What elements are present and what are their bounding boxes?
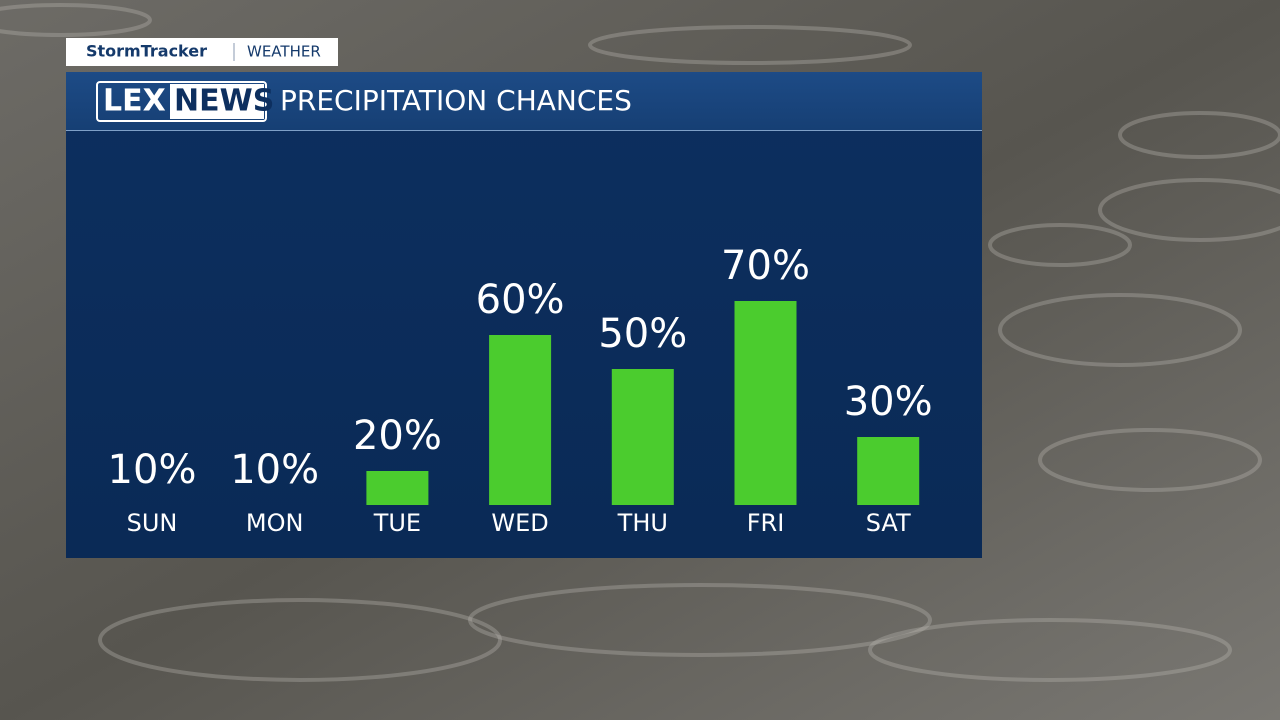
value-label: 70% [721,243,810,289]
logo-left: LEX [103,84,166,119]
brand: StormTracker [86,42,207,61]
x-tick-label: WED [491,509,548,537]
brand-tab [66,38,338,66]
value-label: 50% [598,311,687,357]
bar [611,369,674,505]
x-tick-label: MON [246,509,304,537]
chart-title: PRECIPITATION CHANCES [280,84,632,117]
value-label: 10% [230,447,319,493]
x-tick-label: SUN [127,509,178,537]
bar [857,437,920,505]
x-tick-label: FRI [747,509,785,537]
section: WEATHER [247,43,321,61]
logo-fill [170,84,264,119]
value-label: 30% [844,379,933,425]
logo-right: NEWS [174,84,274,119]
x-tick-label: SAT [866,509,911,537]
value-label: 10% [108,447,197,493]
bar [489,335,552,505]
ripples [0,3,1280,682]
bar [366,471,429,505]
logo-box [96,81,267,122]
bar [734,301,797,505]
value-label: 20% [353,413,442,459]
x-tick-label: TUE [373,509,421,537]
x-tick-label: THU [617,509,668,537]
value-label: 60% [476,277,565,323]
